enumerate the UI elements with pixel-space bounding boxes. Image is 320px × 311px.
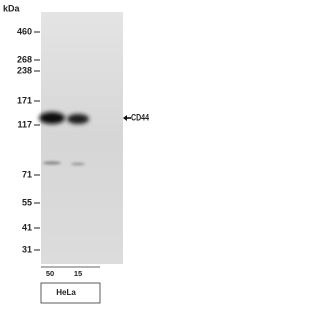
marker-label: 31 (22, 244, 32, 254)
marker-label: 171 (17, 95, 32, 105)
faint-band (43, 161, 61, 165)
marker-label: 41 (22, 222, 32, 232)
marker-label: 460 (17, 26, 32, 36)
marker-label: 238 (17, 65, 32, 75)
target-label: CD44 (131, 112, 149, 122)
lane-amount: 15 (74, 269, 82, 278)
faint-band (71, 162, 85, 166)
marker-label: 117 (17, 119, 32, 129)
page: kDa 460 268 238 171 117 71 55 41 31 CD44 50 15 H… (0, 0, 150, 306)
marker-label: 55 (22, 197, 32, 207)
unit-label: kDa (3, 3, 21, 13)
blot-membrane (41, 12, 123, 264)
band (67, 114, 89, 124)
marker-label: 268 (17, 54, 32, 64)
cell-line-label: HeLa (56, 288, 76, 297)
marker-label: 71 (22, 169, 32, 179)
band (39, 112, 65, 124)
cell-line-box (40, 282, 101, 304)
arrow-head (123, 115, 127, 121)
lane-amount: 50 (46, 269, 54, 278)
